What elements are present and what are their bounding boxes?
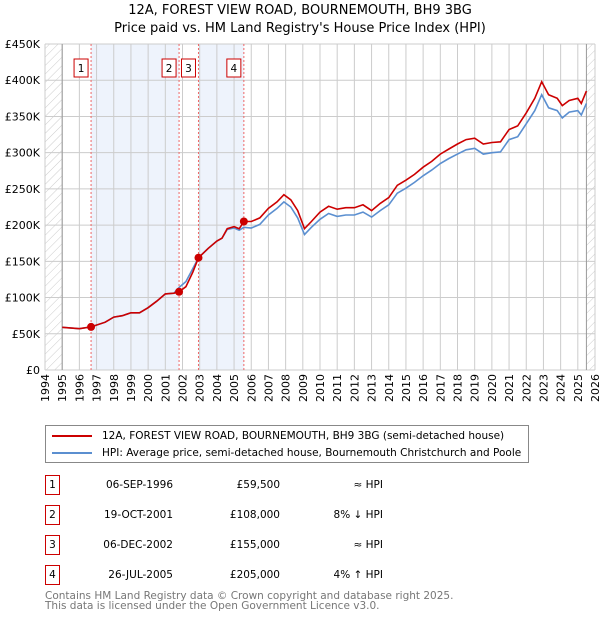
transaction-date: 06-DEC-2002 [103,539,173,551]
x-tick-label: 1999 [125,374,138,402]
transaction-row: 1 06-SEP-1996 £59,500 ≈ HPI [45,475,600,497]
transaction-date: 19-OCT-2001 [104,509,173,521]
shaded-region [91,44,180,370]
transaction-number: 1 [45,475,60,495]
x-tick-label: 1996 [73,374,86,402]
x-tick-label: 2016 [417,374,430,402]
legend-swatch-red [52,435,92,437]
x-tick-label: 2013 [366,374,379,402]
y-tick-label: £100K [5,292,41,305]
sale-marker-box [73,58,89,78]
transaction-date: 06-SEP-1996 [105,479,173,491]
x-tick-label: 2006 [245,374,258,402]
x-tick-label: 2018 [452,374,465,402]
transaction-number: 4 [45,565,60,585]
legend-swatch-blue [52,452,92,454]
x-tick-label: 2025 [572,374,585,402]
transaction-date: 26-JUL-2005 [108,569,173,581]
legend-item-property: 12A, FOREST VIEW ROAD, BOURNEMOUTH, BH9 … [52,428,504,444]
transaction-row: 3 06-DEC-2002 £155,000 ≈ HPI [45,535,600,557]
y-tick-label: £150K [5,255,41,268]
x-tick-label: 2022 [520,374,533,402]
transaction-price: £155,000 [229,539,280,551]
x-tick-label: 2020 [486,374,499,402]
legend-item-hpi: HPI: Average price, semi-detached house,… [52,445,521,461]
x-tick-label: 2012 [348,374,361,402]
x-tick-label: 1997 [91,374,104,402]
transaction-price: £59,500 [236,479,280,491]
x-tick-label: 2026 [589,374,600,402]
x-tick-label: 2002 [177,374,190,402]
transaction-number: 3 [45,535,60,555]
x-tick-label: 2011 [331,374,344,402]
transaction-hpi-relation: 4% ↑ HPI [333,569,383,581]
x-tick-label: 2021 [503,374,516,402]
sale-marker-label: 1 [78,63,85,75]
x-tick-label: 2010 [314,374,327,402]
x-tick-label: 2004 [211,374,224,402]
x-tick-label: 1995 [56,374,69,402]
transaction-hpi-relation: 8% ↓ HPI [333,509,383,521]
sale-point [87,322,96,331]
transaction-row: 2 19-OCT-2001 £108,000 8% ↓ HPI [45,505,600,527]
x-tick-label: 2005 [228,374,241,402]
transaction-row: 4 26-JUL-2005 £205,000 4% ↑ HPI [45,565,600,587]
x-tick-label: 2014 [383,374,396,402]
sale-marker-box [180,58,196,78]
y-tick-label: £400K [5,74,41,87]
x-tick-label: 2008 [280,374,293,402]
x-tick-label: 2001 [159,374,172,402]
x-tick-label: 2023 [537,374,550,402]
transaction-price: £205,000 [229,569,280,581]
y-tick-label: £50K [12,328,41,341]
x-tick-label: 2024 [555,374,568,402]
legend-label: 12A, FOREST VIEW ROAD, BOURNEMOUTH, BH9 … [102,430,505,442]
property-series-line [62,79,588,330]
x-tick-label: 2003 [194,374,207,402]
sale-point [239,217,248,226]
x-tick-label: 2017 [434,374,447,402]
x-tick-label: 2019 [469,374,482,402]
footer-copyright: Contains HM Land Registry data © Crown c… [45,590,454,602]
x-tick-label: 1998 [108,374,121,402]
sale-marker-box [226,58,242,78]
shaded-region [198,44,244,370]
y-tick-label: £200K [5,219,41,232]
sale-point [194,253,203,262]
transaction-number: 2 [45,505,60,525]
x-tick-label: 2015 [400,374,413,402]
legend: 12A, FOREST VIEW ROAD, BOURNEMOUTH, BH9 … [45,425,529,463]
x-tick-label: 2000 [142,374,155,402]
sale-marker-label: 2 [166,63,173,75]
sale-marker-box [161,58,177,78]
sale-marker-label: 3 [185,63,192,75]
legend-label: HPI: Average price, semi-detached house,… [102,447,522,459]
transaction-hpi-relation: ≈ HPI [353,539,383,551]
footer-licence: This data is licensed under the Open Gov… [45,600,380,612]
x-tick-label: 2009 [297,374,310,402]
y-tick-label: £350K [5,110,41,123]
price-chart: 1994 1995 1996 1997 1998 1999 2000 2001 2002 2003… [5,38,600,402]
sale-marker-label: 4 [231,63,238,75]
chart-title: 12A, FOREST VIEW ROAD, BOURNEMOUTH, BH9 … [128,3,472,18]
x-tick-label: 1994 [39,374,52,402]
transaction-hpi-relation: ≈ HPI [353,479,383,491]
chart-subtitle: Price paid vs. HM Land Registry's House … [114,21,486,36]
sale-point [175,287,184,296]
y-tick-label: £0 [26,364,40,377]
transaction-price: £108,000 [229,509,280,521]
hatch-no-data-left [45,44,63,370]
y-tick-label: £300K [5,147,41,160]
hatch-no-data-right [586,44,595,370]
y-tick-label: £450K [5,38,41,51]
y-tick-label: £250K [5,183,41,196]
x-tick-label: 2007 [262,374,275,402]
